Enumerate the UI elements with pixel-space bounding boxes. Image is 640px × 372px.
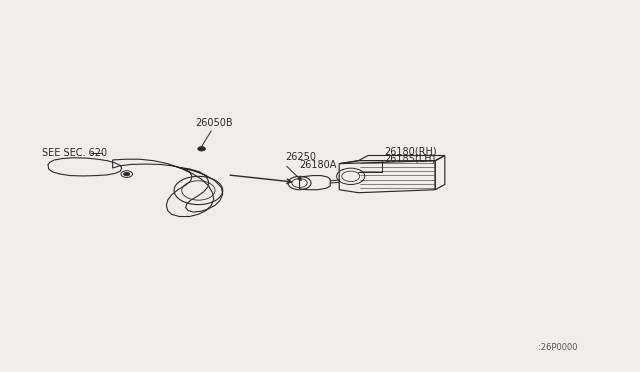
Circle shape <box>124 172 130 176</box>
Circle shape <box>198 147 205 151</box>
Text: 26185(LH): 26185(LH) <box>384 153 435 163</box>
Text: 26250: 26250 <box>285 152 316 162</box>
Text: 26180A: 26180A <box>300 160 337 170</box>
Text: :26P0000: :26P0000 <box>538 343 577 352</box>
Text: SEE SEC. 620: SEE SEC. 620 <box>42 148 107 157</box>
Text: 26050B: 26050B <box>196 118 233 128</box>
Text: 26180(RH): 26180(RH) <box>384 147 436 157</box>
